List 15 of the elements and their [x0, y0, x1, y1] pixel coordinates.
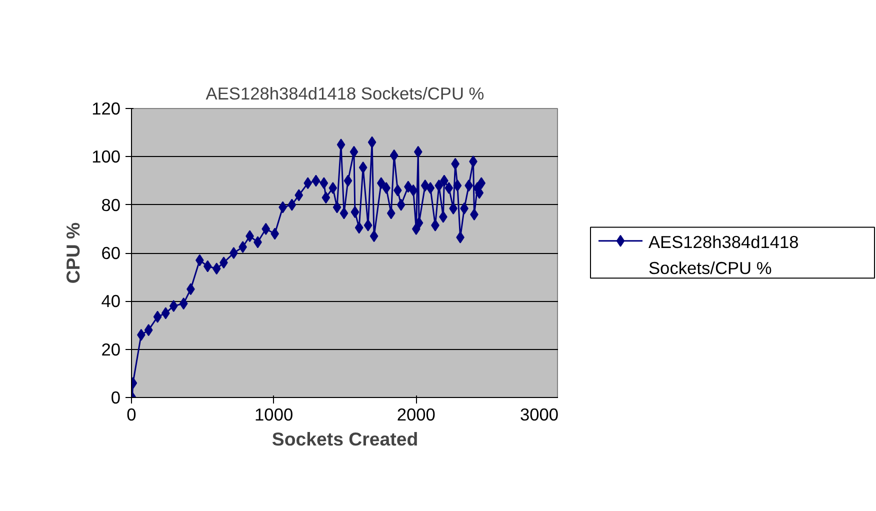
- x-tick-label: 2000: [396, 404, 436, 424]
- chart-title: AES128h384d1418 Sockets/CPU %: [206, 84, 484, 104]
- y-tick-label: 20: [101, 339, 121, 360]
- y-tick-label: 60: [101, 243, 121, 263]
- legend-label: AES128h384d1418 Sockets/CPU %: [648, 232, 799, 278]
- x-tick-label: 3000: [520, 404, 559, 424]
- y-tick-label: 40: [101, 291, 121, 312]
- y-tick-label: 100: [92, 146, 121, 167]
- y-tick-label: 0: [110, 388, 121, 408]
- x-tick-label: 0: [126, 404, 136, 424]
- y-tick-label: 80: [101, 194, 121, 215]
- x-tick-label: 1000: [254, 404, 294, 424]
- y-axis-title: CPU %: [62, 222, 84, 284]
- x-axis-title: Sockets Created: [272, 428, 418, 450]
- y-tick-label: 120: [92, 98, 121, 118]
